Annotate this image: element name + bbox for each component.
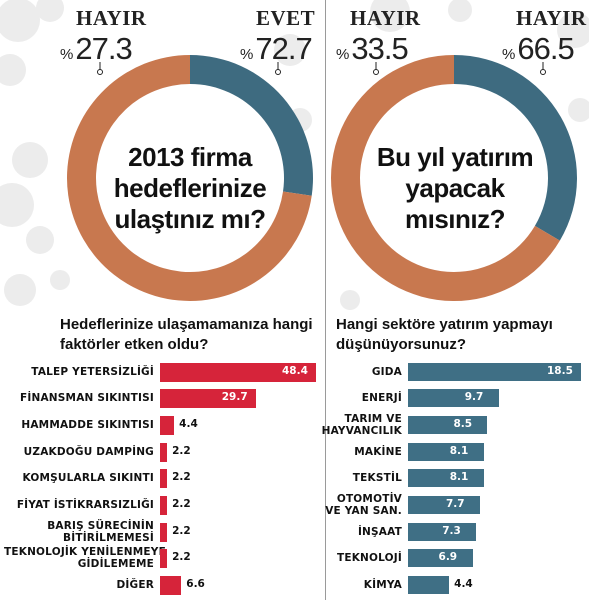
bar-category-label: ENERJİ xyxy=(361,392,402,404)
percent-sign: % xyxy=(336,46,350,63)
bar xyxy=(160,495,168,515)
bar-value-label: 9.7 xyxy=(464,391,484,403)
question-line: 2013 firma xyxy=(128,142,252,172)
bar-value-label: 2.2 xyxy=(172,551,191,563)
left-panel: HAYIR %27.3 EVET %72.7 2013 firma hedefl… xyxy=(4,6,316,595)
bar-value-label: 48.4 xyxy=(282,365,308,377)
bar xyxy=(160,548,168,568)
bar-value-label: 4.4 xyxy=(454,578,473,590)
bar xyxy=(408,469,484,487)
bar-value-label: 2.2 xyxy=(172,471,191,483)
question-right: Bu yıl yatırım yapacak mısınız? xyxy=(360,142,550,235)
bar-value-label: 7.7 xyxy=(446,498,465,510)
pie-left-no-category: HAYIR xyxy=(76,6,147,30)
donut-chart-left xyxy=(67,55,313,302)
bar-category-label: KOMŞULARLA SIKINTI xyxy=(22,472,154,484)
pie-right-yes-label: HAYIR %66.5 xyxy=(502,6,587,67)
bar-value-label: 8.1 xyxy=(449,445,469,457)
pie-right-no-category: HAYIR xyxy=(350,6,421,30)
bar-category-label: TALEP YETERSİZLİĞİ xyxy=(31,366,154,378)
pie-left-no-label: HAYIR %27.3 xyxy=(60,6,147,67)
pie-right-no-value: 33.5 xyxy=(351,31,408,66)
bar xyxy=(160,522,168,542)
bar xyxy=(408,363,581,381)
percent-sign: % xyxy=(240,46,254,63)
bar xyxy=(408,496,480,514)
bar-value-label: 8.5 xyxy=(453,418,473,430)
donut-chart-right xyxy=(331,55,577,302)
pie-right-no-label: HAYIR %33.5 xyxy=(336,6,421,67)
bar-category-label: TEKNOLOJİ xyxy=(336,552,402,564)
bar-category-label: İNŞAAT xyxy=(357,526,402,538)
percent-sign: % xyxy=(60,46,74,63)
background-bubbles xyxy=(0,0,589,310)
bar-value-label: 18.5 xyxy=(547,365,573,377)
bar xyxy=(160,575,182,595)
subtitle-line: Hedeflerinize ulaşamamanıza hangi xyxy=(60,316,313,333)
question-line: ulaştınız mı? xyxy=(114,204,266,234)
pie-leader-dot xyxy=(540,69,546,75)
bar-value-label: 8.1 xyxy=(449,471,469,483)
bar-category-label: GIDA xyxy=(371,366,402,378)
bar xyxy=(160,468,168,488)
bar-category-label: TEKSTİL xyxy=(352,472,402,484)
bar xyxy=(408,443,484,461)
pie-left-yes-value: 72.7 xyxy=(255,31,312,66)
subtitle-line: Hangi sektöre yatırım yapmayı xyxy=(336,316,553,333)
pie-left-yes-label: EVET %72.7 xyxy=(240,6,315,67)
bar-category-label: OTOMOTİV VE YAN SAN. xyxy=(325,493,402,517)
percent-sign: % xyxy=(502,46,516,63)
bar-value-label: 2.2 xyxy=(172,445,191,457)
question-line: yapacak xyxy=(405,173,505,203)
bar xyxy=(160,442,168,462)
bar-category-label: TEKNOLOJİK YENİLENMEYE GİDİLEMEME xyxy=(4,546,166,570)
bar xyxy=(408,523,477,541)
bar-category-label: FİYAT İSTİKRARSIZLIĞI xyxy=(16,499,154,511)
subtitle-right: Hangi sektöre yatırım yapmayı düşünüyors… xyxy=(336,315,553,355)
bar xyxy=(160,388,256,408)
question-line: hedeflerinize xyxy=(113,173,267,203)
bar xyxy=(408,416,488,434)
subtitle-line: düşünüyorsunuz? xyxy=(336,336,466,353)
bar-value-label: 7.3 xyxy=(442,525,461,537)
bar-value-label: 29.7 xyxy=(221,391,248,403)
bar-category-label: TARIM VE HAYVANCILIK xyxy=(321,413,402,437)
bar-value-label: 6.6 xyxy=(186,578,205,590)
pie-slice-hayir xyxy=(190,55,313,196)
bar xyxy=(160,415,175,435)
pie-leader-dot xyxy=(97,69,103,75)
bar-category-label: MAKİNE xyxy=(354,446,402,458)
question-left: 2013 firma hedeflerinize ulaştınız mı? xyxy=(95,142,285,235)
bar-category-label: FİNANSMAN SIKINTISI xyxy=(20,392,154,404)
bar xyxy=(408,549,473,567)
bar-category-label: DİĞER xyxy=(116,579,154,591)
right-panel: HAYIR %33.5 HAYIR %66.5 Bu yıl yatırım y… xyxy=(322,0,589,600)
pie-leader-dot xyxy=(373,69,379,75)
pie-right-yes-category: HAYIR xyxy=(516,6,587,30)
subtitle-line: faktörler etken oldu? xyxy=(60,336,209,353)
bar-category-label: UZAKDOĞU DAMPİNG xyxy=(23,446,154,458)
bar-value-label: 2.2 xyxy=(172,498,191,510)
pie-left-no-value: 27.3 xyxy=(75,31,132,66)
bar-value-label: 6.9 xyxy=(438,551,458,563)
bar xyxy=(160,362,316,382)
pie-left-yes-category: EVET xyxy=(256,6,316,30)
bar-category-label: KİMYA xyxy=(363,579,402,591)
pie-right-yes-value: 66.5 xyxy=(517,31,574,66)
bar-category-label: HAMMADDE SIKINTISI xyxy=(21,419,154,431)
bar xyxy=(408,389,499,407)
pie-slice-hayir xyxy=(454,55,577,241)
question-line: Bu yıl yatırım xyxy=(376,142,534,172)
bar-value-label: 4.4 xyxy=(179,418,198,430)
question-line: mısınız? xyxy=(404,204,506,234)
bar xyxy=(408,576,450,594)
pie-leader-dot xyxy=(275,69,281,75)
bar-value-label: 2.2 xyxy=(172,525,191,537)
subtitle-left: Hedeflerinize ulaşamamanıza hangi faktör… xyxy=(60,315,313,355)
panel-divider xyxy=(325,0,326,600)
bar-category-label: BARIŞ SÜRECİNİN BİTİRİLMEMESİ xyxy=(47,520,154,544)
